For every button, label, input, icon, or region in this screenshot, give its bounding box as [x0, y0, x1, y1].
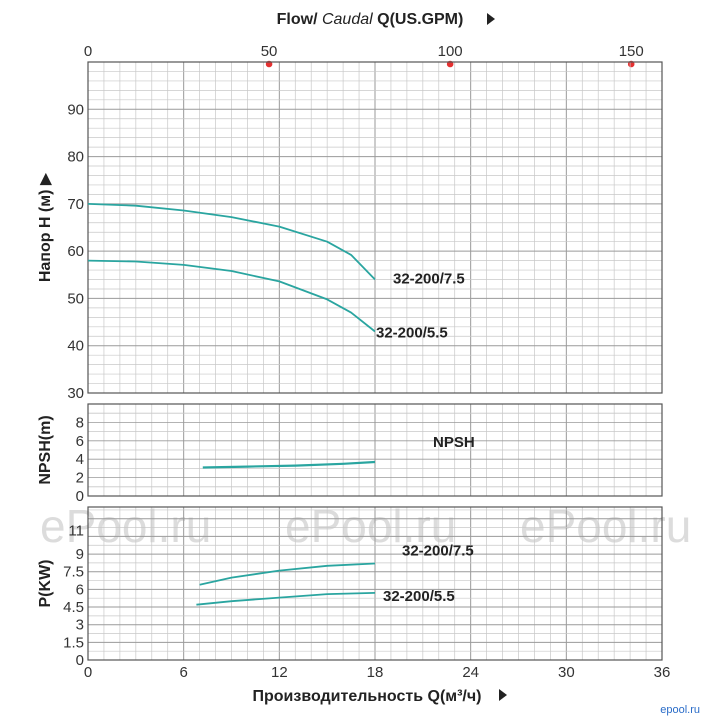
power-curve-32-200-5-5 — [196, 592, 376, 606]
npsh-plot-frame — [87, 403, 663, 497]
bottom-tick-label-0: 0 — [84, 664, 92, 681]
bottom-tick-label-24: 24 — [462, 664, 479, 681]
npsh-ytick-8: 8 — [76, 414, 84, 431]
npsh-curve-NPSH — [202, 460, 376, 469]
power-ytick-11: 11 — [68, 523, 84, 540]
bottom-axis-arrow-icon — [499, 689, 507, 701]
corner-site-mark: epool.ru — [660, 704, 700, 716]
power-y-axis-title: P(KW) — [37, 560, 54, 608]
head-ytick-70: 70 — [67, 196, 84, 213]
head-curve-32-200-7-5 — [87, 203, 376, 281]
power-label-32-200-7-5: 32-200/7.5 — [402, 542, 474, 559]
head-label-32-200-7-5: 32-200/7.5 — [393, 271, 465, 288]
npsh-ytick-6: 6 — [76, 433, 84, 450]
watermark-text-1: ePool.ru — [40, 500, 211, 552]
npsh-ytick-0: 0 — [76, 488, 84, 505]
power-ytick-1.5: 1.5 — [63, 634, 84, 651]
power-ytick-6: 6 — [76, 581, 84, 598]
head-plot-frame — [87, 61, 663, 394]
power-plot-frame — [87, 506, 663, 661]
top-axis-title: Flow/ Caudal Q(US.GPM) — [277, 11, 464, 28]
head-ytick-50: 50 — [67, 290, 84, 307]
npsh-label: NPSH — [433, 434, 475, 451]
power-ytick-3: 3 — [76, 617, 84, 634]
watermark-text-2: ePool.ru — [285, 500, 456, 552]
top-tick-label-0: 0 — [84, 43, 92, 60]
power-ytick-0: 0 — [76, 652, 84, 669]
bottom-axis-title: Производительность Q(м³/ч) — [253, 688, 482, 705]
top-axis-arrow-icon — [487, 13, 495, 25]
head-ytick-90: 90 — [67, 101, 84, 118]
top-tick-label-100: 100 — [438, 43, 463, 60]
npsh-ytick-4: 4 — [76, 451, 84, 468]
watermark-text-3: ePool.ru — [520, 500, 691, 552]
power-ytick-4.5: 4.5 — [63, 599, 84, 616]
npsh-ytick-2: 2 — [76, 470, 84, 487]
head-curve-32-200-5-5 — [87, 259, 376, 333]
power-ytick-7.5: 7.5 — [63, 564, 84, 581]
head-ytick-80: 80 — [67, 149, 84, 166]
head-y-axis-title: Напор H (м) ▶ — [37, 172, 54, 282]
bottom-tick-label-6: 6 — [179, 664, 187, 681]
head-ytick-30: 30 — [67, 385, 84, 402]
power-curve-32-200-7-5 — [199, 562, 376, 586]
head-ytick-60: 60 — [67, 243, 84, 260]
bottom-tick-label-18: 18 — [367, 664, 384, 681]
bottom-tick-label-12: 12 — [271, 664, 288, 681]
bottom-tick-label-30: 30 — [558, 664, 575, 681]
npsh-y-axis-title: NPSH(m) — [37, 415, 54, 484]
head-label-32-200-5-5: 32-200/5.5 — [376, 325, 448, 342]
bottom-tick-label-36: 36 — [654, 664, 671, 681]
top-tick-label-50: 50 — [261, 43, 278, 60]
power-label-32-200-5-5: 32-200/5.5 — [383, 588, 455, 605]
top-tick-label-150: 150 — [619, 43, 644, 60]
head-ytick-40: 40 — [67, 338, 84, 355]
power-ytick-9: 9 — [76, 546, 84, 563]
